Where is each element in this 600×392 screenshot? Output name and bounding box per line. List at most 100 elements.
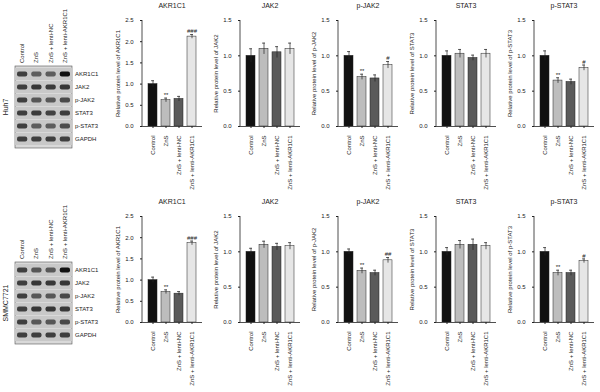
svg-text:Control: Control <box>150 332 156 351</box>
svg-text:GAPDH: GAPDH <box>75 332 96 338</box>
svg-text:Control: Control <box>542 332 548 351</box>
svg-text:Control: Control <box>248 332 254 351</box>
svg-text:**: ** <box>164 92 169 98</box>
svg-text:ZnS + lenti-NC: ZnS + lenti-NC <box>372 135 378 175</box>
svg-text:Relative protein level of p-ST: Relative protein level of p-STAT3 <box>507 225 513 313</box>
svg-text:1.5: 1.5 <box>419 213 428 219</box>
svg-text:0.0: 0.0 <box>419 123 428 129</box>
svg-text:##: ## <box>385 251 392 257</box>
svg-text:Relative protein level of p-ST: Relative protein level of p-STAT3 <box>507 29 513 117</box>
svg-text:Relative protein level of p-JA: Relative protein level of p-JAK2 <box>311 31 317 115</box>
svg-text:Relative protein level of AKR1: Relative protein level of AKR1C1 <box>115 29 121 117</box>
svg-text:**: ** <box>360 262 365 268</box>
svg-text:ZnS: ZnS <box>261 136 267 147</box>
svg-text:ZnS + lenti-AKR1C1: ZnS + lenti-AKR1C1 <box>483 135 489 190</box>
svg-text:ZnS + lenti-AKR1C1: ZnS + lenti-AKR1C1 <box>287 135 293 190</box>
svg-text:1.0: 1.0 <box>517 249 526 255</box>
svg-text:1.0: 1.0 <box>419 53 428 59</box>
svg-text:0.5: 0.5 <box>223 284 232 290</box>
svg-text:JAK2: JAK2 <box>75 280 90 286</box>
svg-text:GAPDH: GAPDH <box>75 136 96 142</box>
svg-text:JAK2: JAK2 <box>75 84 90 90</box>
svg-text:Control: Control <box>346 332 352 351</box>
svg-text:ZnS + lenti-AKR1C1: ZnS + lenti-AKR1C1 <box>189 331 195 386</box>
svg-text:p-JAK2: p-JAK2 <box>75 97 95 103</box>
svg-text:Relative protein level of p-JA: Relative protein level of p-JAK2 <box>311 227 317 311</box>
svg-text:0.5: 0.5 <box>517 88 526 94</box>
svg-text:ZnS: ZnS <box>261 332 267 343</box>
svg-text:ZnS + lenti-NC: ZnS + lenti-NC <box>48 23 54 63</box>
svg-text:0.0: 0.0 <box>321 319 330 325</box>
svg-text:ZnS + lenti-NC: ZnS + lenti-NC <box>274 135 280 175</box>
svg-text:p-STAT3: p-STAT3 <box>75 319 99 325</box>
svg-text:0.0: 0.0 <box>223 319 232 325</box>
svg-text:ZnS + lenti-AKR1C1: ZnS + lenti-AKR1C1 <box>62 204 68 259</box>
svg-text:#: # <box>582 59 586 65</box>
svg-text:1.5: 1.5 <box>125 256 134 262</box>
svg-text:Control: Control <box>248 136 254 155</box>
svg-text:1.0: 1.0 <box>321 249 330 255</box>
svg-text:Control: Control <box>444 332 450 351</box>
svg-text:ZnS + lenti-AKR1C1: ZnS + lenti-AKR1C1 <box>483 331 489 386</box>
svg-text:ZnS + lenti-AKR1C1: ZnS + lenti-AKR1C1 <box>581 331 587 386</box>
svg-text:0.5: 0.5 <box>125 298 134 304</box>
svg-text:1.5: 1.5 <box>321 213 330 219</box>
svg-text:1.0: 1.0 <box>223 249 232 255</box>
svg-text:2.5: 2.5 <box>125 213 134 219</box>
svg-text:Huh7: Huh7 <box>2 99 9 116</box>
svg-text:1.0: 1.0 <box>125 81 134 87</box>
svg-text:Control: Control <box>444 136 450 155</box>
svg-text:0.0: 0.0 <box>419 319 428 325</box>
svg-text:0.5: 0.5 <box>321 284 330 290</box>
svg-text:ZnS: ZnS <box>555 332 561 343</box>
svg-text:1.0: 1.0 <box>517 53 526 59</box>
svg-text:AKR1C1: AKR1C1 <box>75 71 99 77</box>
svg-text:0.0: 0.0 <box>321 123 330 129</box>
svg-text:1.5: 1.5 <box>321 17 330 23</box>
svg-text:0.5: 0.5 <box>125 102 134 108</box>
svg-text:0.0: 0.0 <box>517 123 526 129</box>
svg-text:ZnS: ZnS <box>33 52 39 63</box>
svg-text:2.0: 2.0 <box>125 235 134 241</box>
svg-text:0.5: 0.5 <box>517 284 526 290</box>
svg-text:ZnS + lenti-AKR1C1: ZnS + lenti-AKR1C1 <box>287 331 293 386</box>
svg-text:**: ** <box>360 68 365 74</box>
svg-text:0.5: 0.5 <box>223 88 232 94</box>
svg-text:ZnS: ZnS <box>163 332 169 343</box>
svg-text:###: ### <box>187 28 198 34</box>
svg-text:1.5: 1.5 <box>419 17 428 23</box>
svg-text:Control: Control <box>346 136 352 155</box>
svg-text:0.0: 0.0 <box>223 123 232 129</box>
svg-text:p-JAK2: p-JAK2 <box>75 293 95 299</box>
svg-text:0.0: 0.0 <box>125 319 134 325</box>
svg-text:**: ** <box>556 264 561 270</box>
svg-text:0.5: 0.5 <box>321 88 330 94</box>
svg-text:ZnS + lenti-AKR1C1: ZnS + lenti-AKR1C1 <box>189 135 195 190</box>
svg-text:###: ### <box>187 235 198 241</box>
svg-text:Relative protein level of JAK2: Relative protein level of JAK2 <box>213 34 219 113</box>
svg-text:ZnS + lenti-AKR1C1: ZnS + lenti-AKR1C1 <box>385 331 391 386</box>
svg-text:ZnS: ZnS <box>33 248 39 259</box>
svg-text:0.0: 0.0 <box>125 123 134 129</box>
svg-text:ZnS + lenti-AKR1C1: ZnS + lenti-AKR1C1 <box>62 8 68 63</box>
svg-text:Control: Control <box>19 44 25 63</box>
svg-text:ZnS + lenti-NC: ZnS + lenti-NC <box>176 331 182 371</box>
svg-text:ZnS: ZnS <box>359 136 365 147</box>
svg-text:ZnS + lenti-NC: ZnS + lenti-NC <box>568 135 574 175</box>
svg-text:1.5: 1.5 <box>125 60 134 66</box>
svg-text:ZnS + lenti-NC: ZnS + lenti-NC <box>48 219 54 259</box>
svg-text:Relative protein level of JAK2: Relative protein level of JAK2 <box>213 230 219 309</box>
svg-text:#: # <box>582 253 586 259</box>
svg-text:STAT3: STAT3 <box>75 110 93 116</box>
svg-text:1.5: 1.5 <box>223 17 232 23</box>
svg-text:**: ** <box>556 72 561 78</box>
svg-text:Relative protein level of AKR1: Relative protein level of AKR1C1 <box>115 225 121 313</box>
svg-text:#: # <box>386 55 390 61</box>
svg-text:ZnS: ZnS <box>163 136 169 147</box>
svg-text:ZnS + lenti-NC: ZnS + lenti-NC <box>274 331 280 371</box>
svg-text:**: ** <box>164 284 169 290</box>
svg-text:0.0: 0.0 <box>517 319 526 325</box>
svg-text:2.5: 2.5 <box>125 17 134 23</box>
svg-text:STAT3: STAT3 <box>75 306 93 312</box>
svg-text:1.0: 1.0 <box>223 53 232 59</box>
